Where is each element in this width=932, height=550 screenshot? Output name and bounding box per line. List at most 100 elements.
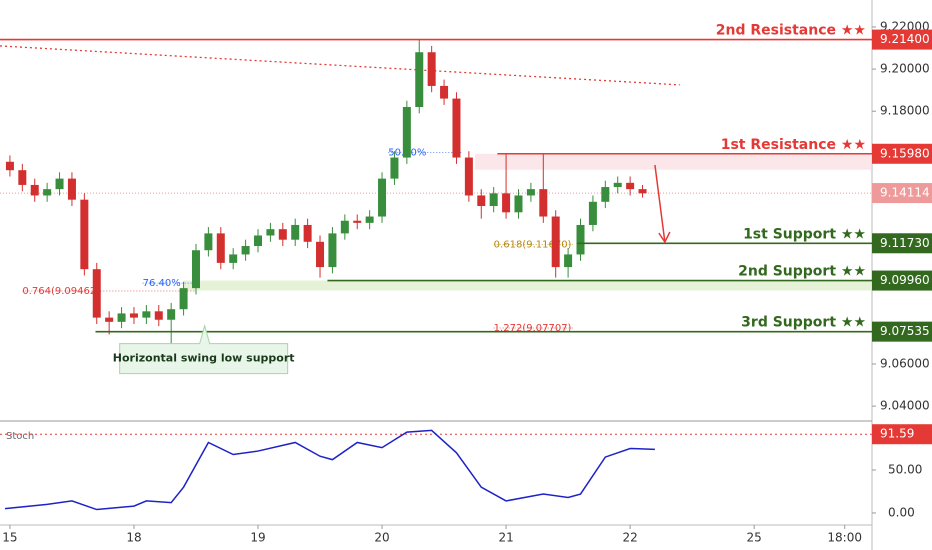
- candle-body: [278, 229, 287, 240]
- candle-body: [30, 184, 39, 196]
- candle-body: [216, 233, 225, 263]
- x-tick-label: 18: [126, 531, 141, 545]
- candle-body: [514, 195, 523, 213]
- fib-label: 1.272(9.07707): [494, 323, 572, 334]
- candle-body: [427, 52, 436, 86]
- level-price-label: 9.09960: [880, 273, 930, 287]
- level-price-label: 9.11730: [880, 236, 930, 250]
- level-price-box: [872, 143, 932, 164]
- candle-body: [204, 233, 213, 251]
- x-tick-label: 21: [498, 531, 513, 545]
- level-price-label: 9.15980: [880, 146, 930, 160]
- candle-body: [241, 246, 250, 255]
- candle-body: [154, 311, 163, 320]
- callout-box: [119, 323, 289, 375]
- candle-body: [638, 189, 647, 194]
- level-name: 1st Support ★★: [743, 226, 866, 242]
- candle-body: [452, 98, 461, 158]
- y-tick-label: 9.06000: [880, 356, 930, 370]
- candle-body: [390, 157, 399, 179]
- level-name: 2nd Resistance ★★: [716, 23, 866, 39]
- candle-body: [291, 224, 300, 240]
- candle-body: [5, 161, 14, 171]
- reference-label: 91.59: [880, 427, 914, 441]
- candle-body: [43, 189, 52, 196]
- candle-body: [67, 178, 76, 200]
- candle-body: [564, 254, 573, 268]
- level-name: 3rd Support ★★: [741, 315, 866, 331]
- candle-body: [502, 193, 511, 213]
- x-tick-label: 18:00: [827, 531, 862, 545]
- current-price-box: [872, 183, 932, 204]
- candle-body: [18, 170, 27, 185]
- x-tick-label: 15: [2, 531, 17, 545]
- y-tick-label: 0.00: [888, 505, 915, 519]
- candle-body: [328, 233, 337, 268]
- y-tick-label: 9.04000: [880, 399, 930, 413]
- candle-body: [402, 107, 411, 158]
- candle-body: [55, 178, 64, 190]
- level-name: 1st Resistance ★★: [721, 137, 866, 153]
- x-tick-label: 19: [250, 531, 265, 545]
- indicator-title: Stoch: [6, 431, 34, 442]
- candle-body: [576, 224, 585, 255]
- fib-label: 0.764(9.09462): [22, 286, 100, 297]
- candle-body: [539, 189, 548, 217]
- candle-body: [551, 216, 560, 268]
- candle-body: [167, 309, 176, 320]
- candle-body: [613, 182, 622, 188]
- candle-body: [92, 269, 101, 318]
- current-price-label: 9.14114: [880, 186, 930, 200]
- callout-text: Horizontal swing low support: [113, 352, 295, 365]
- reference-box: [872, 424, 932, 445]
- level-price-label: 9.21400: [880, 32, 930, 46]
- candle-body: [440, 85, 449, 99]
- candle-body: [464, 157, 473, 196]
- candle-body: [588, 201, 597, 225]
- resistance-zone: [475, 153, 872, 170]
- candle-body: [179, 288, 188, 310]
- candle-body: [191, 250, 200, 289]
- level-name: 2nd Support ★★: [738, 264, 866, 280]
- candle-body: [254, 235, 263, 247]
- support-zone: [183, 280, 872, 291]
- candle-body: [489, 193, 498, 206]
- candle-body: [117, 313, 126, 322]
- y-tick-label: 9.20000: [880, 62, 930, 76]
- candle-body: [80, 199, 89, 270]
- x-tick-label: 25: [747, 531, 762, 545]
- candle-body: [353, 220, 362, 223]
- candle-body: [129, 313, 138, 318]
- candle-body: [601, 187, 610, 202]
- arrow: [654, 164, 666, 243]
- candle-body: [142, 311, 151, 318]
- candle-body: [477, 195, 486, 206]
- candle-body: [526, 189, 535, 196]
- candle-body: [229, 254, 238, 263]
- candle-body: [340, 220, 349, 234]
- candle-body: [303, 224, 312, 242]
- x-tick-label: 22: [622, 531, 637, 545]
- candle-body: [378, 178, 387, 217]
- level-price-label: 9.07535: [880, 324, 930, 338]
- candle-body: [266, 229, 275, 236]
- level-price-box: [872, 270, 932, 291]
- candle-body: [105, 317, 114, 322]
- fib-label: 76.40%: [143, 278, 181, 289]
- fib-label: 0.618(9.11670): [494, 240, 572, 251]
- stoch-line: [4, 429, 655, 511]
- y-tick-label: 50.00: [888, 462, 922, 476]
- level-price-box: [872, 29, 932, 50]
- x-tick-label: 20: [374, 531, 389, 545]
- candle-body: [626, 182, 635, 190]
- y-tick-label: 9.18000: [880, 104, 930, 118]
- level-price-box: [872, 233, 932, 254]
- arrow-head: [658, 231, 671, 244]
- candle-body: [415, 52, 424, 108]
- candle-body: [316, 241, 325, 268]
- candle-body: [365, 216, 374, 223]
- trendline: [0, 45, 680, 86]
- level-price-box: [872, 321, 932, 342]
